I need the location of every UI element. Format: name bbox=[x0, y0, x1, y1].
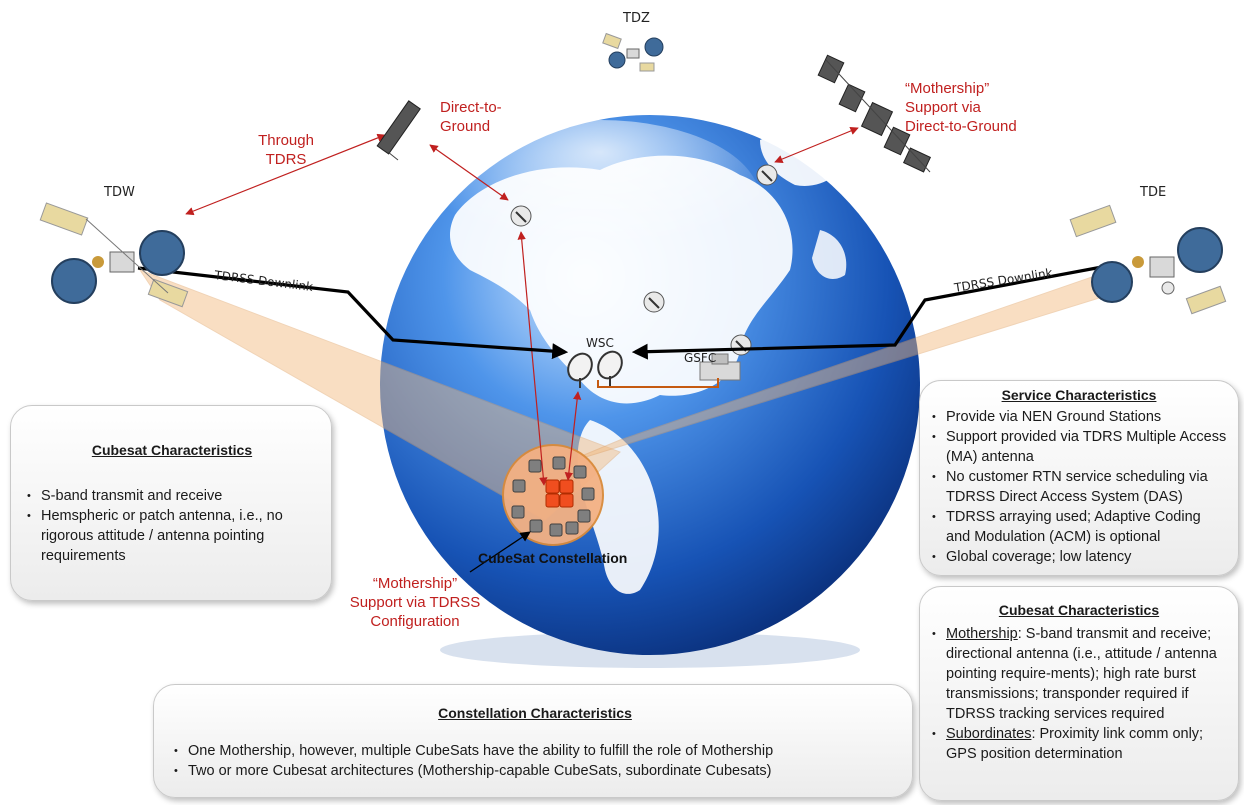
gsfc-building-icon bbox=[699, 353, 741, 381]
list-item: S-band transmit and receive bbox=[25, 486, 319, 506]
mothership-item: Mothership: S-band transmit and receive;… bbox=[930, 624, 1228, 724]
cubesat-characteristics-left-box: Cubesat Characteristics S-band transmit … bbox=[10, 405, 332, 601]
tdw-label: TDW bbox=[103, 185, 135, 200]
list-item: Two or more Cubesat architectures (Mothe… bbox=[172, 761, 898, 781]
downlink-left-label: TDRSS Downlink bbox=[213, 268, 314, 294]
ground-station-dish-icon bbox=[510, 164, 778, 356]
wsc-gsfc-link bbox=[597, 378, 719, 388]
wsc-label: WSC bbox=[586, 336, 614, 350]
downlink-right-label: TDRSS Downlink bbox=[952, 266, 1053, 296]
tdw-satellite-icon bbox=[39, 202, 189, 308]
list-item: Provide via NEN Ground Stations bbox=[930, 407, 1228, 427]
mothership-tdrss-label: “Mothership” Support via TDRSS Configurati… bbox=[349, 575, 481, 630]
box-title: Cubesat Characteristics bbox=[998, 602, 1160, 618]
through-tdrs-label: Through TDRS bbox=[258, 132, 314, 168]
constellation-label: CubeSat Constellation bbox=[478, 550, 627, 566]
red-link-arrows bbox=[185, 126, 859, 486]
tdrss-downlink-right bbox=[631, 262, 1119, 360]
mothership-direct-label: “Mothership” Support via Direct-to-Ground bbox=[905, 80, 1017, 135]
wsc-dish-icon bbox=[567, 350, 623, 388]
cubesat-characteristics-right-box: Cubesat Characteristics Mothership: S-ba… bbox=[919, 586, 1239, 801]
box-title: Service Characteristics bbox=[1001, 387, 1157, 403]
box-title: Cubesat Characteristics bbox=[91, 442, 253, 458]
gsfc-label: GSFC bbox=[684, 351, 716, 365]
tde-label: TDE bbox=[1139, 185, 1166, 200]
constellation-characteristics-box: Constellation Characteristics One Mother… bbox=[153, 684, 913, 798]
subordinates-item: Subordinates: Proximity link comm only; … bbox=[930, 724, 1228, 764]
list-item: Global coverage; low latency bbox=[930, 547, 1228, 567]
service-characteristics-box: Service Characteristics Provide via NEN … bbox=[919, 380, 1239, 576]
direct-to-ground-label: Direct-to- Ground bbox=[440, 99, 502, 135]
list-item: Support provided via TDRS Multiple Acces… bbox=[930, 427, 1228, 467]
tdz-label: TDZ bbox=[622, 11, 650, 26]
tde-satellite-icon bbox=[1069, 204, 1227, 315]
tdrss-downlink-left bbox=[137, 266, 569, 360]
constellation-pointer bbox=[469, 531, 531, 573]
list-item: No customer RTN service scheduling via T… bbox=[930, 467, 1228, 507]
mothership-cubesats-icon bbox=[817, 54, 932, 173]
list-item: Hemspheric or patch antenna, i.e., no ri… bbox=[25, 506, 319, 566]
tdz-satellite-icon bbox=[602, 32, 664, 72]
direct-cubesat-icon bbox=[376, 100, 421, 161]
cubesat-constellation bbox=[502, 444, 604, 546]
box-title: Constellation Characteristics bbox=[438, 705, 632, 721]
list-item: One Mothership, however, multiple CubeSa… bbox=[172, 741, 898, 761]
list-item: TDRSS arraying used; Adaptive Coding and… bbox=[930, 507, 1228, 547]
